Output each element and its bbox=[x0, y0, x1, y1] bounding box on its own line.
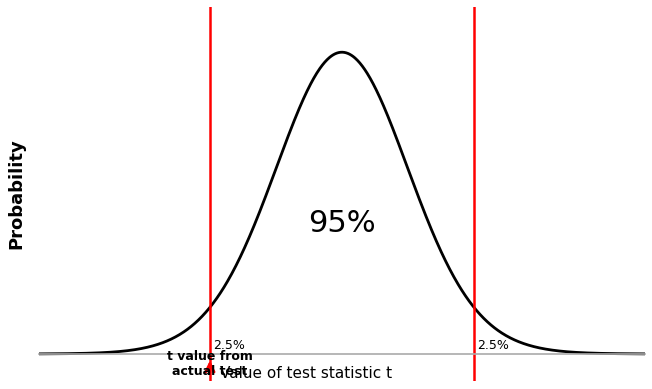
Text: t value from
actual test: t value from actual test bbox=[167, 350, 253, 378]
Text: Value of test statistic t: Value of test statistic t bbox=[220, 366, 392, 380]
Text: 95%: 95% bbox=[308, 209, 376, 238]
Y-axis label: Probability: Probability bbox=[7, 138, 25, 249]
Text: 2.5%: 2.5% bbox=[213, 339, 245, 352]
Text: 2.5%: 2.5% bbox=[477, 339, 509, 352]
